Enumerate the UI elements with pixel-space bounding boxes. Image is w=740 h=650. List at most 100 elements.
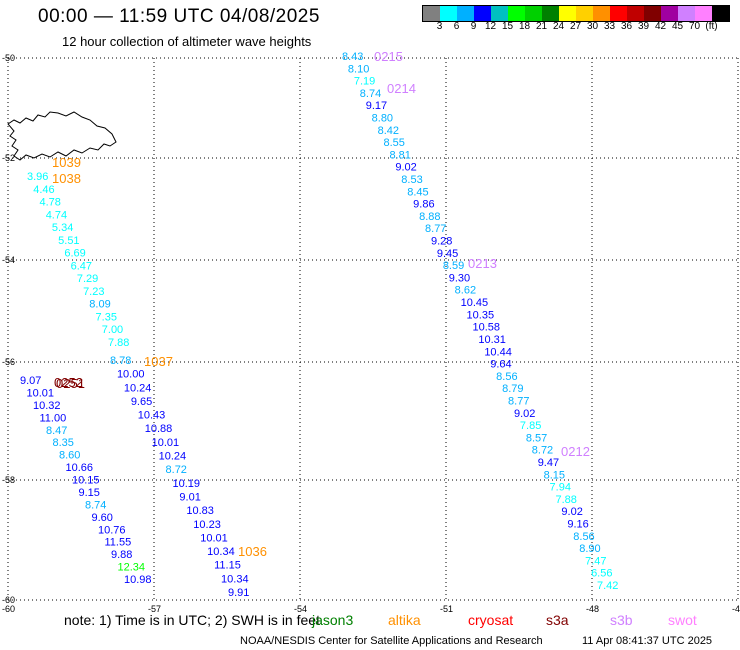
wave-height-value: 10.44 xyxy=(484,346,512,358)
wave-height-value: 9.17 xyxy=(366,100,387,112)
lon-label: -54 xyxy=(294,604,307,614)
wave-height-value: 10.88 xyxy=(145,423,173,435)
legend-swatch xyxy=(440,6,457,21)
wave-height-value: 7.47 xyxy=(585,555,606,567)
wave-height-value: 9.07 xyxy=(20,375,41,387)
page-subtitle: 12 hour collection of altimeter wave hei… xyxy=(62,34,312,49)
wave-height-value: 8.56 xyxy=(496,371,517,383)
legend-label: 27 xyxy=(569,21,582,32)
track-pass-label: 0215 xyxy=(374,49,403,64)
track-pass-label: 1038 xyxy=(52,171,81,186)
track-pass-label: 0214 xyxy=(387,81,416,96)
legend-label: 45 xyxy=(671,21,684,32)
wave-height-value: 7.88 xyxy=(555,494,576,506)
wave-height-value: 8.45 xyxy=(407,186,428,198)
legend-swatch xyxy=(542,6,559,21)
wave-height-value: 6.56 xyxy=(591,568,612,580)
legend-swatch xyxy=(610,6,627,21)
wave-height-value: 10.98 xyxy=(124,574,152,586)
legend-swatch xyxy=(695,6,712,21)
wave-height-value: 8.62 xyxy=(455,285,476,297)
legend-label: (ft) xyxy=(705,21,718,32)
axis-labels: -50 -52 -54 -56 -58 -60-60 -57 -54 -51 -48 -45 xyxy=(2,53,740,614)
track-pass-label: 0213 xyxy=(468,256,497,271)
wave-height-value: 7.85 xyxy=(520,420,541,432)
wave-height-value: 5.34 xyxy=(52,222,73,234)
map-grid xyxy=(7,57,739,601)
satellite-legend-item: cryosat xyxy=(468,612,514,628)
wave-height-value: 9.60 xyxy=(92,512,113,524)
lat-label: -50 xyxy=(2,53,15,63)
wave-height-value: 7.35 xyxy=(96,311,117,323)
satellite-legend-item: s3a xyxy=(546,612,569,628)
satellite-legend-item: jason3 xyxy=(312,612,354,628)
legend-label: 21 xyxy=(535,21,548,32)
wave-height-value: 9.15 xyxy=(79,487,100,499)
wave-height-value: 11.00 xyxy=(40,412,67,424)
legend-label: 6 xyxy=(453,21,460,32)
legend-swatch xyxy=(474,6,491,21)
wave-height-value: 9.88 xyxy=(111,549,132,561)
wave-height-value: 10.83 xyxy=(186,505,214,517)
wave-height-value: 9.64 xyxy=(490,359,511,371)
legend-label: 9 xyxy=(470,21,477,32)
wave-height-marks: 3.964.464.784.745.345.516.696.477.297.23… xyxy=(20,49,618,599)
legend-label: 70 xyxy=(688,21,701,32)
legend-swatch xyxy=(508,6,525,21)
legend-label: 39 xyxy=(637,21,650,32)
page-title: 00:00 — 11:59 UTC 04/08/2025 xyxy=(38,6,320,27)
wave-height-value: 9.47 xyxy=(538,457,559,469)
wave-height-value: 10.24 xyxy=(159,451,187,463)
wave-height-value: 8.09 xyxy=(89,299,110,311)
wave-height-value: 8.77 xyxy=(425,223,446,235)
wave-height-value: 11.15 xyxy=(214,560,241,572)
color-legend xyxy=(422,5,730,22)
wave-height-value: 8.60 xyxy=(59,450,80,462)
wave-height-value: 8.47 xyxy=(46,425,67,437)
legend-label: 33 xyxy=(603,21,616,32)
wave-height-value: 8.90 xyxy=(579,543,600,555)
wave-height-value: 9.91 xyxy=(228,587,249,599)
wave-height-value: 7.88 xyxy=(108,337,129,349)
wave-height-value: 8.59 xyxy=(443,260,464,272)
wave-height-value: 8.79 xyxy=(502,383,523,395)
wave-height-value: 9.45 xyxy=(437,248,458,260)
wave-height-value: 10.01 xyxy=(27,387,55,399)
coastline xyxy=(7,111,117,161)
wave-height-value: 9.65 xyxy=(131,396,152,408)
wave-height-value: 4.78 xyxy=(39,197,60,209)
wave-height-value: 10.32 xyxy=(33,400,61,412)
wave-height-value: 10.23 xyxy=(193,519,221,531)
wave-height-value: 8.10 xyxy=(348,63,369,75)
wave-height-value: 10.58 xyxy=(472,322,500,334)
wave-height-value: 10.31 xyxy=(478,334,506,346)
track-pass-label: 1039 xyxy=(52,155,81,170)
lon-label: -45 xyxy=(732,604,740,614)
satellite-legend-item: s3b xyxy=(610,612,633,628)
wave-height-value: 10.76 xyxy=(98,524,126,536)
wave-height-value: 8.81 xyxy=(389,149,410,161)
legend-label: 36 xyxy=(620,21,633,32)
wave-height-value: 7.23 xyxy=(83,286,104,298)
wave-height-value: 8.72 xyxy=(532,445,553,457)
wave-height-value: 9.02 xyxy=(561,506,582,518)
track-pass-label: 1037 xyxy=(144,354,173,369)
wave-height-value: 9.28 xyxy=(431,236,452,248)
falkland-islands-coastline xyxy=(7,111,117,161)
wave-height-value: 8.15 xyxy=(544,469,565,481)
satellite-legend-item: altika xyxy=(388,612,421,628)
wave-height-value: 6.47 xyxy=(71,260,92,272)
wave-height-value: 7.94 xyxy=(550,482,571,494)
lon-label: -60 xyxy=(2,604,15,614)
track-pass-label: 0251 xyxy=(56,376,85,391)
wave-height-value: 8.78 xyxy=(110,355,131,367)
wave-height-value: 8.72 xyxy=(166,464,187,476)
footer-credit: NOAA/NESDIS Center for Satellite Applica… xyxy=(240,635,543,647)
wave-height-value: 8.42 xyxy=(378,125,399,137)
wave-height-value: 9.30 xyxy=(449,272,470,284)
wave-height-value: 12.34 xyxy=(118,562,146,574)
wave-height-value: 4.46 xyxy=(33,184,54,196)
legend-label: 42 xyxy=(654,21,667,32)
wave-height-value: 10.45 xyxy=(461,297,489,309)
